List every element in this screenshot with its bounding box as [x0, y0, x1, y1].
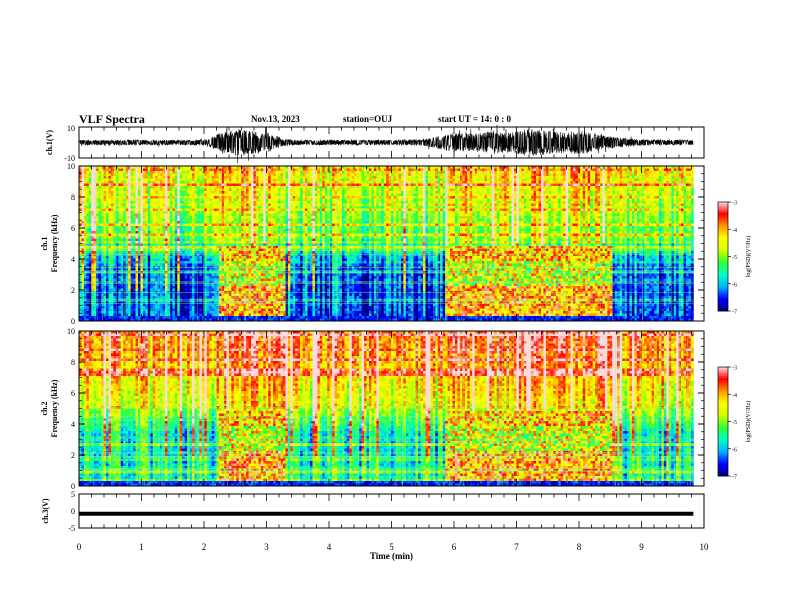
xtick-label: 4 — [327, 542, 332, 552]
ch1-ytick-label: -10 — [64, 154, 75, 163]
ch3-ytick-label: -5 — [68, 524, 75, 533]
ch3-waveform-ylabel: ch.3(V) — [41, 498, 50, 523]
xtick-label: 9 — [639, 542, 644, 552]
spectrogram-ytick-label: 2 — [71, 451, 75, 460]
ch1-waveform-panel: 10 -10 ch.1(V) — [45, 124, 705, 164]
colorbar-tick-label: -6 — [732, 447, 737, 453]
xtick-label: 2 — [202, 542, 207, 552]
colorbar-1: -3 -4 -5 -6 -7 log(PSD)(V²/Hz) — [717, 201, 752, 316]
ch2-spectrogram-panel: 0 2 4 6 8 10 ch.2 Frequency (kHz) -3 -4 -5 -6 -7 log(… — [40, 327, 752, 491]
xtick-label: 3 — [264, 542, 269, 552]
spectrogram-ytick-label: 0 — [71, 482, 75, 491]
colorbar-tick-label: -5 — [732, 420, 737, 426]
colorbar-tick-label: -3 — [732, 201, 737, 207]
spectrogram-ytick-label: 6 — [71, 389, 75, 398]
colorbar-label: log(PSD)(V²/Hz) — [745, 236, 752, 277]
spectrogram-channel-label: ch.2 — [40, 402, 49, 416]
xtick-label: 7 — [514, 542, 519, 552]
spectrogram-channel-label: ch.1 — [40, 237, 49, 251]
spectrogram-ytick-label: 10 — [67, 162, 75, 171]
xtick-label: 8 — [577, 542, 582, 552]
spectrogram-ytick-label: 4 — [71, 255, 75, 264]
start-time-label: start UT = 14: 0 : 0 — [438, 114, 511, 124]
ch1-waveform-ylabel: ch.1(V) — [45, 130, 54, 155]
ch1-ytick-label: 10 — [67, 124, 75, 133]
colorbar-tick-label: -7 — [732, 475, 737, 481]
xtick-label: 10 — [700, 542, 710, 552]
colorbar-tick-label: -5 — [732, 255, 737, 261]
colorbar-tick-label: -4 — [732, 393, 737, 399]
colorbar-tick-label: -6 — [732, 282, 737, 288]
colorbar-label: log(PSD)(V²/Hz) — [745, 401, 752, 442]
colorbar-tick-label: -7 — [732, 310, 737, 316]
spectrogram-frequency-label: Frequency (kHz) — [50, 379, 59, 437]
ch1-spectrogram-panel: 0 2 4 6 8 10 ch.1 Frequency (kHz) -3 -4 -5 -6 -7 log(… — [40, 162, 752, 326]
spectrogram-ytick-label: 4 — [71, 420, 75, 429]
spectrogram-frequency-label: Frequency (kHz) — [50, 214, 59, 272]
figure-title: VLF Spectra — [79, 112, 145, 127]
date-label: Nov.13, 2023 — [251, 114, 300, 124]
colorbar-tick-label: -4 — [732, 228, 737, 234]
spectrogram-ytick-label: 2 — [71, 286, 75, 295]
xtick-label: 5 — [389, 542, 394, 552]
colorbar-2: -3 -4 -5 -6 -7 log(PSD)(V²/Hz) — [717, 366, 752, 481]
colorbar-tick-label: -3 — [732, 366, 737, 372]
ch3-ytick-label: 5 — [71, 490, 75, 499]
station-label: station=OUJ — [343, 114, 392, 124]
x-axis-label: Time (min) — [370, 551, 413, 561]
ch3-ytick-label: 0 — [71, 507, 75, 516]
spectrogram-ytick-label: 8 — [71, 358, 75, 367]
spectrogram-ytick-label: 0 — [71, 317, 75, 326]
spectrogram-ytick-label: 6 — [71, 224, 75, 233]
xtick-label: 0 — [77, 542, 82, 552]
spectrogram-ytick-label: 10 — [67, 327, 75, 336]
spectrogram-ytick-label: 8 — [71, 193, 75, 202]
ch1-waveform-trace — [78, 124, 694, 164]
xtick-label: 6 — [452, 542, 457, 552]
xtick-label: 1 — [139, 542, 144, 552]
